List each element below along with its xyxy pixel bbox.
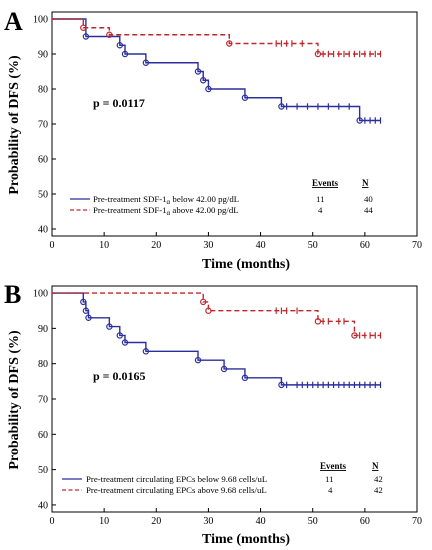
event-marker: [121, 339, 129, 346]
x-tick-label: 30: [203, 240, 213, 251]
km-curve-series-1: [52, 18, 381, 55]
legend-header-n: N: [372, 461, 379, 471]
legend-events-above: 4: [328, 485, 333, 495]
legend-n-above: 44: [364, 205, 373, 215]
legend-label-above: Pre-treatment SDF-1α above 42.00 pg/dL: [93, 205, 239, 217]
event-marker: [142, 59, 150, 66]
event-marker: [142, 348, 150, 355]
panel-letter-a: A: [4, 7, 23, 36]
y-tick-label: 60: [38, 155, 48, 166]
panel-letter-b: B: [4, 280, 21, 309]
y-tick-label: 80: [38, 85, 48, 96]
panel-a: A Probability of DFS (%) Time (months) p…: [4, 7, 422, 272]
legend-label-below: Pre-treatment SDF-1α below 42.00 pg/dL: [93, 194, 239, 206]
event-marker: [116, 332, 123, 339]
event-marker: [278, 103, 285, 110]
x-tick-label: 70: [412, 240, 422, 251]
x-tick-label: 50: [308, 516, 318, 527]
panel-b: B Probability of DFS (%) Time (months) p…: [4, 280, 422, 547]
event-marker: [241, 94, 249, 101]
x-tick-label: 60: [360, 240, 370, 251]
y-tick-label: 50: [38, 465, 48, 476]
y-axis-label: Probability of DFS (%): [7, 55, 22, 195]
event-marker: [194, 356, 202, 364]
y-tick-label: 50: [38, 190, 48, 201]
y-tick-label: 70: [38, 120, 48, 131]
y-tick-label: 100: [33, 289, 48, 300]
axes: 0 10 20 30 40 50 60 70 40 50 60 70 80 90 100: [33, 15, 422, 252]
event-marker: [116, 42, 123, 49]
x-tick-label: 60: [360, 516, 370, 527]
event-marker: [226, 40, 233, 47]
x-tick-label: 0: [50, 240, 55, 251]
x-tick-label: 50: [308, 240, 318, 251]
event-marker: [351, 332, 358, 339]
y-tick-label: 90: [38, 324, 48, 335]
event-marker: [205, 85, 212, 93]
x-tick-label: 10: [99, 516, 109, 527]
event-marker: [220, 365, 228, 373]
y-tick-label: 90: [38, 50, 48, 61]
x-tick-label: 0: [50, 516, 55, 527]
x-tick-label: 20: [151, 516, 161, 527]
legend-n-below: 42: [374, 474, 383, 484]
legend-label-above: Pre-treatment circulating EPCs above 9.6…: [86, 485, 267, 495]
y-tick-label: 40: [38, 500, 48, 511]
x-tick-label: 30: [203, 516, 213, 527]
legend: Events N Pre-treatment SDF-1α below 42.0…: [70, 178, 373, 217]
event-marker: [82, 33, 90, 40]
legend-events-above: 4: [318, 205, 323, 215]
x-tick-label: 70: [412, 516, 422, 527]
event-marker: [106, 323, 113, 330]
event-marker: [278, 381, 285, 389]
y-tick-label: 80: [38, 359, 48, 370]
event-marker: [80, 24, 87, 31]
legend-header-events: Events: [320, 461, 347, 471]
y-tick-label: 70: [38, 395, 48, 406]
event-marker: [200, 77, 207, 84]
event-marker: [314, 318, 322, 325]
axes: 0 10 20 30 40 50 60 70 40 50 60 70 80 90 100: [33, 289, 422, 527]
y-axis-label: Probability of DFS (%): [7, 330, 22, 470]
y-tick-label: 40: [38, 225, 48, 236]
event-marker: [85, 314, 92, 321]
survival-curves: [52, 292, 382, 389]
event-marker: [121, 50, 129, 58]
event-marker: [205, 307, 212, 314]
p-value-annotation: p = 0.0117: [93, 96, 145, 110]
x-axis-label: Time (months): [202, 532, 290, 547]
event-marker: [356, 117, 363, 124]
legend-n-below: 40: [364, 194, 373, 204]
km-curve-series-1: [52, 292, 381, 337]
legend-label-below: Pre-treatment circulating EPCs below 9.6…: [86, 474, 267, 484]
x-tick-label: 40: [256, 240, 266, 251]
event-marker: [194, 68, 202, 75]
event-marker: [82, 307, 90, 314]
legend-header-n: N: [362, 178, 369, 188]
survival-curves: [52, 18, 382, 124]
event-marker: [200, 298, 207, 306]
event-marker: [241, 374, 249, 382]
y-tick-label: 60: [38, 430, 48, 441]
event-marker: [80, 298, 87, 306]
legend-n-above: 42: [374, 485, 383, 495]
x-tick-label: 20: [151, 240, 161, 251]
y-tick-label: 100: [33, 15, 48, 26]
event-marker: [314, 50, 322, 58]
legend-header-events: Events: [312, 178, 339, 188]
legend: Events N Pre-treatment circulating EPCs …: [62, 461, 383, 495]
legend-events-below: 11: [325, 474, 333, 484]
p-value-annotation: p = 0.0165: [93, 369, 146, 383]
legend-events-below: 11: [316, 194, 324, 204]
x-axis-label: Time (months): [202, 257, 290, 272]
x-tick-label: 10: [99, 240, 109, 251]
km-curve-series-0: [52, 292, 381, 386]
x-tick-label: 40: [256, 516, 266, 527]
event-marker: [106, 31, 113, 38]
